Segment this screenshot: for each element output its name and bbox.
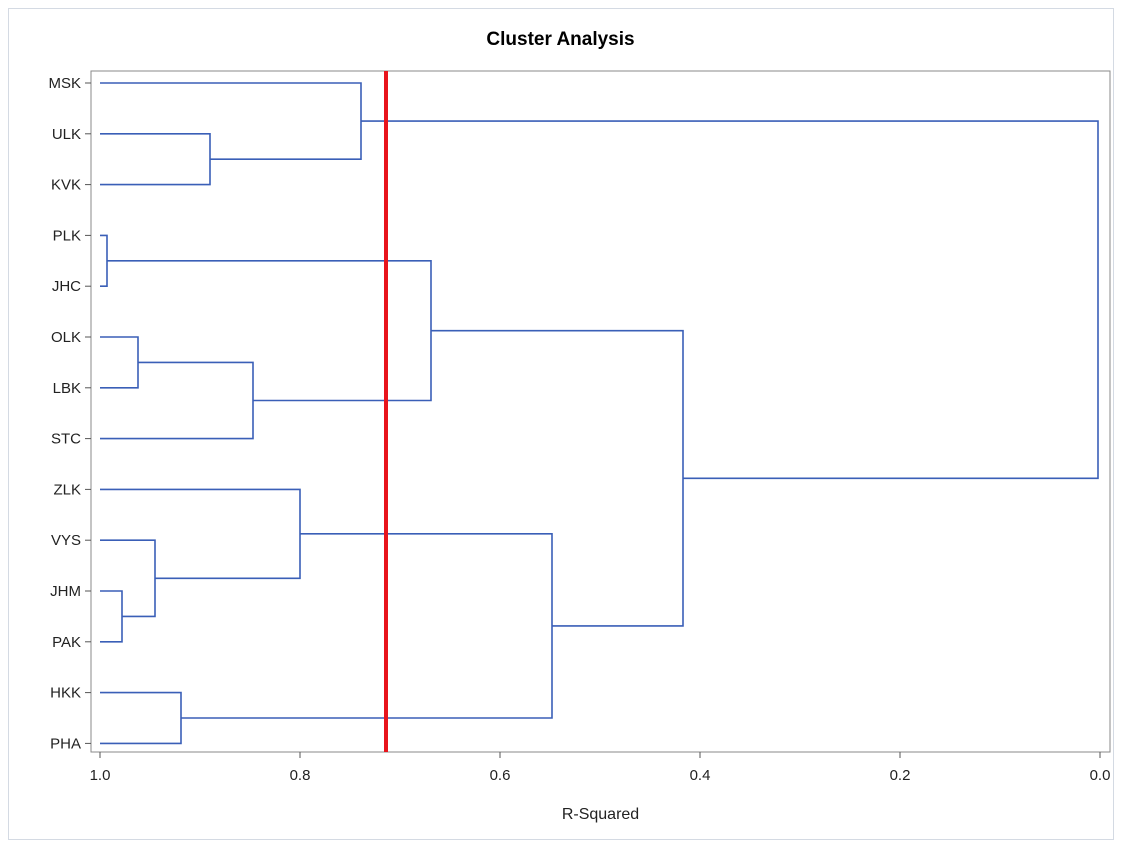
leaf-label: LBK xyxy=(53,380,81,397)
x-tick-label: 0.0 xyxy=(1090,767,1111,784)
dendrogram-link xyxy=(100,234,108,287)
leaf-label: OLK xyxy=(51,329,81,346)
leaf-label: PLK xyxy=(53,227,81,244)
dendrogram-link xyxy=(100,336,139,389)
x-tick-label: 1.0 xyxy=(90,767,111,784)
dendrogram-link xyxy=(100,133,211,186)
dendrogram-link xyxy=(100,691,182,745)
dendrogram-link xyxy=(100,361,254,440)
leaf-label: KVK xyxy=(51,177,81,194)
dendrogram-link xyxy=(100,539,156,618)
leaf-label: JHC xyxy=(52,278,81,295)
leaf-label: ZLK xyxy=(53,481,81,498)
leaf-label: VYS xyxy=(51,532,81,549)
dendrogram-link xyxy=(100,488,301,580)
dendrogram-link xyxy=(107,260,432,402)
leaf-label: ULK xyxy=(52,126,81,143)
leaf-label: JHM xyxy=(50,583,81,600)
leaf-label: PAK xyxy=(52,634,81,651)
plot-area xyxy=(90,70,1111,753)
leaf-label: HKK xyxy=(50,685,81,702)
x-tick-label: 0.8 xyxy=(290,767,311,784)
x-axis-label: R-Squared xyxy=(561,806,640,823)
leaf-label: MSK xyxy=(48,75,81,92)
x-tick-label: 0.6 xyxy=(490,767,511,784)
leaf-label: STC xyxy=(51,431,81,448)
x-tick-label: 0.2 xyxy=(890,767,911,784)
x-tick-label: 0.4 xyxy=(690,767,711,784)
chart-frame xyxy=(8,8,1114,840)
chart-title: Cluster Analysis xyxy=(486,29,635,50)
dendrogram-link xyxy=(181,533,553,719)
dendrogram-link xyxy=(100,82,362,160)
dendrogram-link xyxy=(361,120,1099,480)
leaf-label: PHA xyxy=(50,735,81,752)
dendrogram-link xyxy=(100,590,123,643)
dendrogram-link xyxy=(431,329,684,627)
